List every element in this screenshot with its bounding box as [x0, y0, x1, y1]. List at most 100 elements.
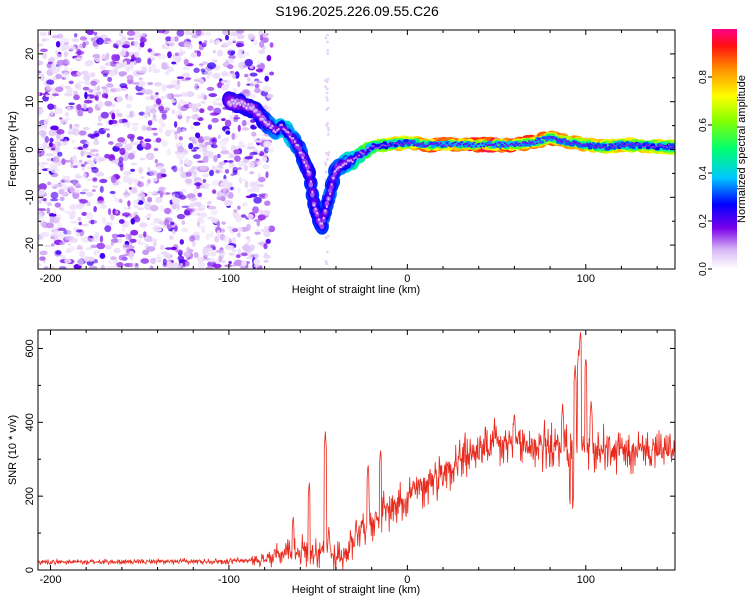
snr-y-ticks: 0 200 400 600 — [24, 339, 675, 573]
noise-speckle — [136, 80, 146, 88]
noise-speckle — [244, 156, 253, 160]
noise-speckle — [266, 54, 272, 62]
y-tick-label: 20 — [24, 48, 36, 60]
ridge-mark — [372, 145, 375, 147]
ridge-mark — [380, 144, 383, 147]
noise-speckle — [207, 62, 216, 70]
noise-speckle — [70, 162, 74, 169]
noise-speckle — [74, 57, 83, 60]
noise-speckle — [212, 189, 217, 194]
ridge-mark — [365, 147, 369, 149]
noise-speckle — [66, 247, 72, 254]
noise-speckle — [188, 142, 194, 150]
noise-speckle — [226, 40, 233, 46]
noise-speckle — [228, 252, 235, 256]
x-tick-label: -200 — [39, 574, 61, 586]
noise-speckle — [127, 152, 135, 160]
noise-speckle — [137, 45, 142, 52]
ridge-mark — [603, 145, 606, 148]
noise-speckle — [171, 197, 180, 205]
ridge-mark — [378, 146, 381, 149]
ridge-mark — [298, 151, 301, 155]
noise-speckle — [176, 109, 183, 117]
noise-speckle — [142, 113, 149, 119]
noise-speckle — [81, 236, 90, 243]
ridge-mark — [404, 142, 407, 145]
noise-speckle — [145, 105, 151, 113]
ridge-mark — [592, 145, 595, 148]
noise-speckle — [84, 62, 93, 67]
noise-speckle — [326, 234, 330, 238]
noise-speckle — [145, 152, 155, 161]
noise-speckle — [261, 156, 268, 162]
noise-speckle — [193, 67, 200, 74]
noise-speckle — [211, 117, 219, 123]
noise-speckle — [59, 207, 65, 211]
ridge-mark — [330, 183, 333, 186]
ridge-mark — [473, 141, 476, 144]
noise-speckle — [118, 160, 124, 168]
colorbar-gradient — [712, 29, 737, 269]
ridge-mark — [272, 129, 275, 133]
noise-speckle — [130, 58, 135, 62]
noise-speckle — [327, 133, 330, 136]
ridge-mark — [433, 142, 436, 145]
ridge-mark — [507, 145, 510, 148]
ridge-mark — [364, 149, 367, 152]
noise-speckle — [88, 89, 94, 93]
noise-speckle — [116, 262, 124, 268]
noise-speckle — [183, 58, 189, 66]
noise-speckle — [93, 130, 100, 138]
noise-speckle — [137, 207, 145, 211]
ridge-mark — [545, 139, 549, 142]
noise-speckle — [104, 225, 112, 233]
noise-speckle — [123, 206, 128, 210]
noise-speckle — [116, 112, 123, 118]
noise-speckle — [209, 231, 215, 238]
noise-speckle — [327, 151, 331, 155]
noise-speckle — [224, 119, 232, 128]
noise-speckle — [48, 129, 57, 137]
noise-speckle — [165, 36, 172, 42]
noise-speckle — [237, 205, 241, 210]
y-tick-label: 0 — [24, 567, 36, 573]
ridge-mark — [502, 145, 505, 148]
ridge-mark — [319, 223, 325, 230]
noise-speckle — [140, 258, 150, 264]
noise-speckle — [64, 258, 72, 264]
noise-speckle — [180, 189, 187, 193]
ridge-mark — [621, 143, 624, 145]
noise-speckle — [127, 37, 135, 41]
noise-speckle — [156, 172, 164, 179]
noise-speckle — [326, 106, 330, 110]
noise-speckle — [178, 51, 184, 57]
noise-speckle — [115, 40, 122, 46]
noise-speckle — [38, 199, 42, 204]
ridge-mark — [653, 146, 656, 149]
noise-speckle — [85, 147, 90, 151]
noise-speckle — [64, 235, 74, 241]
noise-speckle — [179, 159, 184, 166]
noise-speckle — [139, 176, 145, 179]
ridge-mark — [333, 170, 336, 173]
noise-speckle — [157, 54, 167, 60]
noise-speckle — [130, 229, 139, 236]
ridge-mark — [451, 142, 454, 145]
noise-speckle — [222, 30, 229, 36]
ridge-mark — [536, 142, 539, 145]
noise-speckle — [38, 43, 44, 47]
noise-speckle — [222, 42, 228, 47]
noise-speckle — [217, 153, 221, 159]
noise-speckle — [152, 177, 158, 182]
noise-speckle — [220, 228, 225, 233]
noise-speckle — [88, 265, 98, 269]
ridge-mark — [632, 142, 635, 145]
noise-speckle — [82, 103, 87, 110]
ridge-mark — [587, 144, 590, 147]
noise-speckle — [160, 96, 166, 100]
noise-speckle — [263, 243, 268, 250]
ridge-mark — [420, 143, 423, 145]
ridge-mark — [385, 145, 388, 147]
noise-speckle — [44, 265, 49, 269]
noise-speckle — [190, 211, 199, 217]
